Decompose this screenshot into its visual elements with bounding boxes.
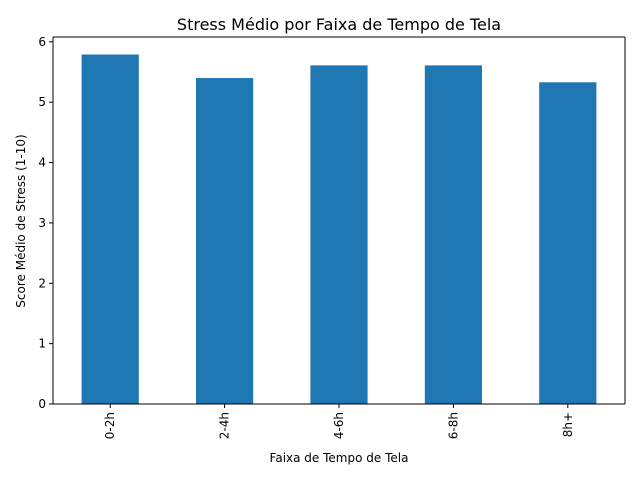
x-axis-label: Faixa de Tempo de Tela	[270, 451, 409, 465]
bar-4-6h	[310, 65, 368, 405]
y-tick-label: 1	[38, 337, 46, 351]
y-tick-label: 3	[38, 216, 46, 230]
x-tick-label: 2-4h	[218, 412, 232, 439]
chart-title: Stress Médio por Faixa de Tempo de Tela	[177, 15, 501, 34]
x-tick-label: 8h+	[561, 412, 575, 437]
x-tick-label: 0-2h	[103, 412, 117, 439]
plot-area: 0 1 2 3 4 5 6 0-2h 2-4h 4-6h 6-8h 8h+	[38, 35, 626, 439]
x-tick-label: 6-8h	[446, 412, 460, 439]
bar-2-4h	[196, 78, 254, 404]
bar-6-8h	[424, 65, 482, 405]
y-axis-label: Score Médio de Stress (1-10)	[14, 134, 28, 307]
y-tick-label: 4	[38, 156, 46, 170]
y-tick-label: 0	[38, 397, 46, 411]
y-tick-label: 5	[38, 95, 46, 109]
bar-8h+	[539, 82, 597, 404]
y-tick-label: 6	[38, 35, 46, 49]
y-tick-label: 2	[38, 276, 46, 290]
bar-0-2h	[81, 54, 139, 404]
x-tick-label: 4-6h	[332, 412, 346, 439]
